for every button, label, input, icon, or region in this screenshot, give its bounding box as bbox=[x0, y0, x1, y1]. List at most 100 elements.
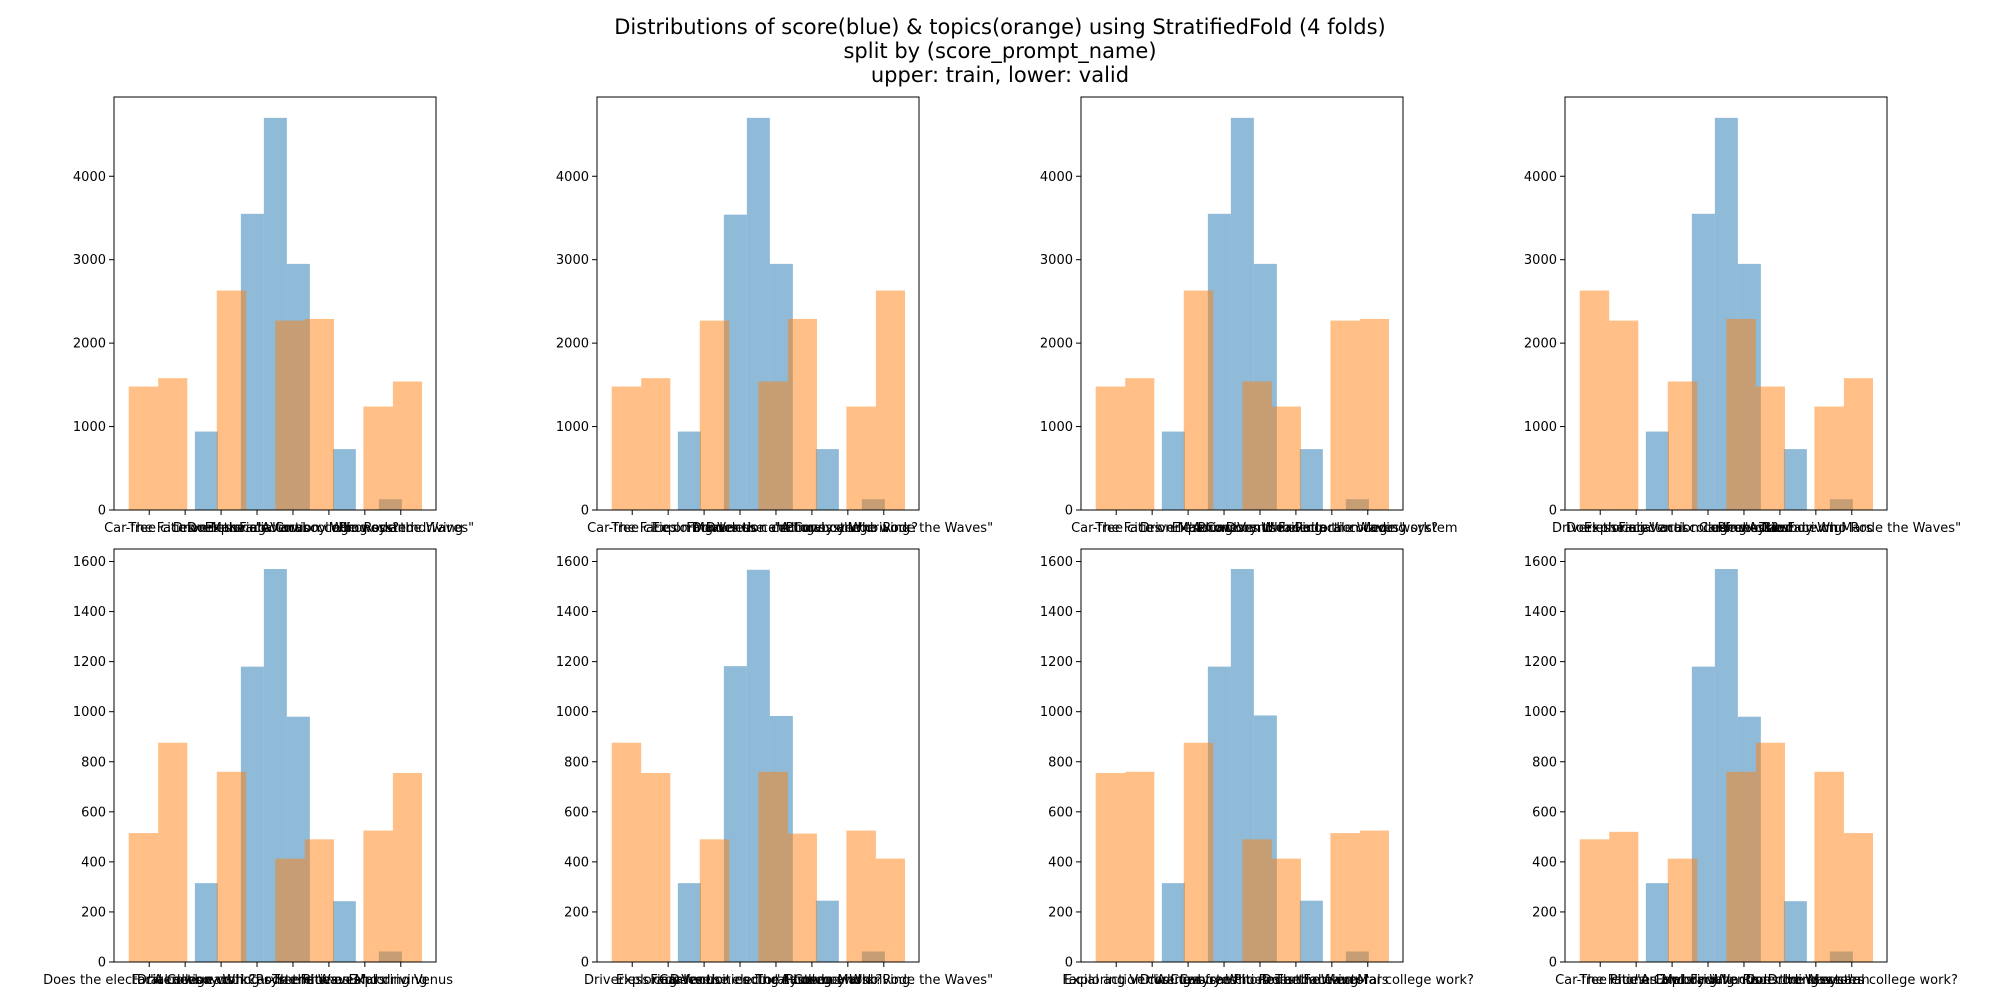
score-bar-0 bbox=[1161, 883, 1185, 962]
topic-bar-3 bbox=[216, 290, 247, 510]
figure-title-line1: Distributions of score(blue) & topics(or… bbox=[614, 15, 1386, 39]
y-tick-label: 0 bbox=[581, 956, 589, 971]
x-tick-label: Facial action coding system bbox=[686, 521, 865, 536]
topic-bar-6 bbox=[304, 839, 334, 962]
axes-frame bbox=[113, 96, 437, 511]
y-tick-label: 1000 bbox=[556, 420, 589, 435]
x-tick-label: Phones and driving bbox=[338, 521, 463, 536]
y-tick-label: 1400 bbox=[1524, 605, 1557, 620]
score-bar-0 bbox=[1645, 883, 1669, 962]
score-bar-2 bbox=[1691, 213, 1715, 510]
topic-bar-6 bbox=[1271, 406, 1301, 510]
x-tick-label: Driverless cars bbox=[1552, 521, 1649, 536]
score-bar-2 bbox=[240, 213, 264, 510]
score-bar-0 bbox=[1161, 431, 1185, 510]
x-tick-label: Facial action coding system bbox=[1278, 521, 1457, 536]
x-tick-label: "A Cowboy Who Rode the Waves" bbox=[1635, 973, 1854, 988]
x-tick-label: "A Cowboy Who Rode the Waves" bbox=[256, 521, 475, 536]
axes-frame bbox=[596, 548, 920, 963]
subplot-train-fold-3: 0 1000 2000 3000 4000 Driverless carsExplorin… bbox=[1524, 96, 1962, 536]
y-tick-label: 1400 bbox=[1040, 605, 1073, 620]
y-tick-label: 1400 bbox=[73, 605, 106, 620]
topic-bar-3 bbox=[699, 320, 730, 510]
score-bar-0 bbox=[1645, 431, 1669, 510]
x-tick-label: Facial action coding system bbox=[650, 973, 829, 988]
topic-bar-3 bbox=[1667, 381, 1698, 510]
topic-bar-3 bbox=[1667, 858, 1698, 962]
topic-bar-5 bbox=[1242, 381, 1272, 510]
topic-bar-1 bbox=[641, 378, 671, 510]
y-tick-label: 1000 bbox=[73, 705, 106, 720]
topic-bar-9 bbox=[1359, 830, 1389, 962]
y-tick-label: 3000 bbox=[556, 253, 589, 268]
y-tick-label: 3000 bbox=[73, 253, 106, 268]
y-tick-label: 200 bbox=[564, 905, 589, 920]
x-tick-label: Phones and driving bbox=[1198, 521, 1323, 536]
topic-bar-1 bbox=[158, 378, 188, 510]
score-bar-6 bbox=[815, 449, 839, 510]
topic-bar-6 bbox=[304, 318, 334, 510]
score-bar-6 bbox=[1299, 900, 1323, 962]
x-tick-label: Car-free cities bbox=[104, 521, 194, 536]
score-bar-2 bbox=[1207, 666, 1231, 962]
topic-bar-5 bbox=[758, 381, 788, 510]
score-bar-6 bbox=[1299, 449, 1323, 510]
score-bar-6 bbox=[815, 900, 839, 962]
y-tick-label: 0 bbox=[98, 956, 106, 971]
topic-bar-5 bbox=[1726, 771, 1756, 962]
y-tick-label: 1200 bbox=[1524, 655, 1557, 670]
topic-bar-6 bbox=[787, 318, 817, 510]
x-tick-label: Driverless cars bbox=[173, 521, 270, 536]
y-tick-label: 1000 bbox=[1040, 705, 1073, 720]
y-tick-label: 800 bbox=[81, 755, 106, 770]
axes-frame bbox=[596, 96, 920, 511]
y-tick-label: 4000 bbox=[556, 170, 589, 185]
x-tick-label: Car-free cities bbox=[659, 973, 749, 988]
topic-bar-6 bbox=[1755, 742, 1785, 962]
x-tick-label: Driverless cars bbox=[692, 521, 789, 536]
topic-bar-9 bbox=[1843, 833, 1873, 962]
x-tick-label: Phones and driving bbox=[1610, 973, 1735, 988]
y-tick-label: 200 bbox=[81, 905, 106, 920]
x-tick-label: "A Cowboy Who Rode the Waves" bbox=[1151, 973, 1370, 988]
topic-bar-0 bbox=[128, 833, 159, 962]
topic-bar-9 bbox=[1359, 318, 1389, 510]
topic-bar-5 bbox=[758, 771, 788, 962]
x-tick-label: Exploring Venus bbox=[1064, 973, 1169, 988]
y-tick-label: 0 bbox=[581, 504, 589, 519]
score-bar-6 bbox=[1783, 901, 1807, 962]
y-tick-label: 0 bbox=[1549, 956, 1557, 971]
score-bar-6 bbox=[1783, 449, 1807, 510]
y-tick-label: 0 bbox=[1549, 504, 1557, 519]
topic-bar-6 bbox=[787, 833, 817, 962]
x-tick-label: The Face on Mars bbox=[1094, 521, 1209, 536]
x-tick-label: Driverless cars bbox=[1140, 521, 1237, 536]
score-bar-2 bbox=[723, 666, 747, 962]
topic-bar-5 bbox=[275, 320, 305, 510]
x-tick-label: Exploring Venus bbox=[1172, 521, 1277, 536]
y-tick-label: 400 bbox=[1532, 855, 1557, 870]
y-tick-label: 1200 bbox=[73, 655, 106, 670]
x-tick-label: Facial action coding system bbox=[239, 521, 418, 536]
topic-bar-3 bbox=[699, 839, 730, 962]
score-bar-0 bbox=[194, 883, 218, 962]
y-tick-label: 1000 bbox=[1524, 705, 1557, 720]
y-tick-label: 1000 bbox=[73, 420, 106, 435]
topic-bar-3 bbox=[1183, 742, 1214, 962]
x-tick-label: Facial action coding system bbox=[131, 973, 310, 988]
x-tick-label: "A Cowboy Who Rode the Waves" bbox=[1187, 521, 1406, 536]
x-tick-label: Does the electoral college work? bbox=[1746, 973, 1958, 988]
x-tick-label: "A Cowboy Who Rode the Waves" bbox=[775, 521, 994, 536]
axes-frame bbox=[1564, 548, 1888, 963]
figure-title-line3: upper: train, lower: valid bbox=[870, 63, 1130, 87]
x-tick-label: Phones and driving bbox=[785, 521, 910, 536]
topic-bar-1 bbox=[1125, 378, 1155, 510]
topic-bar-0 bbox=[611, 386, 642, 510]
score-bar-0 bbox=[677, 883, 701, 962]
axes-frame bbox=[1080, 548, 1404, 963]
x-tick-label: Car-free cities bbox=[1699, 521, 1789, 536]
x-tick-label: "A Cowboy Who Rode the Waves" bbox=[1743, 521, 1962, 536]
score-bar-0 bbox=[194, 431, 218, 510]
